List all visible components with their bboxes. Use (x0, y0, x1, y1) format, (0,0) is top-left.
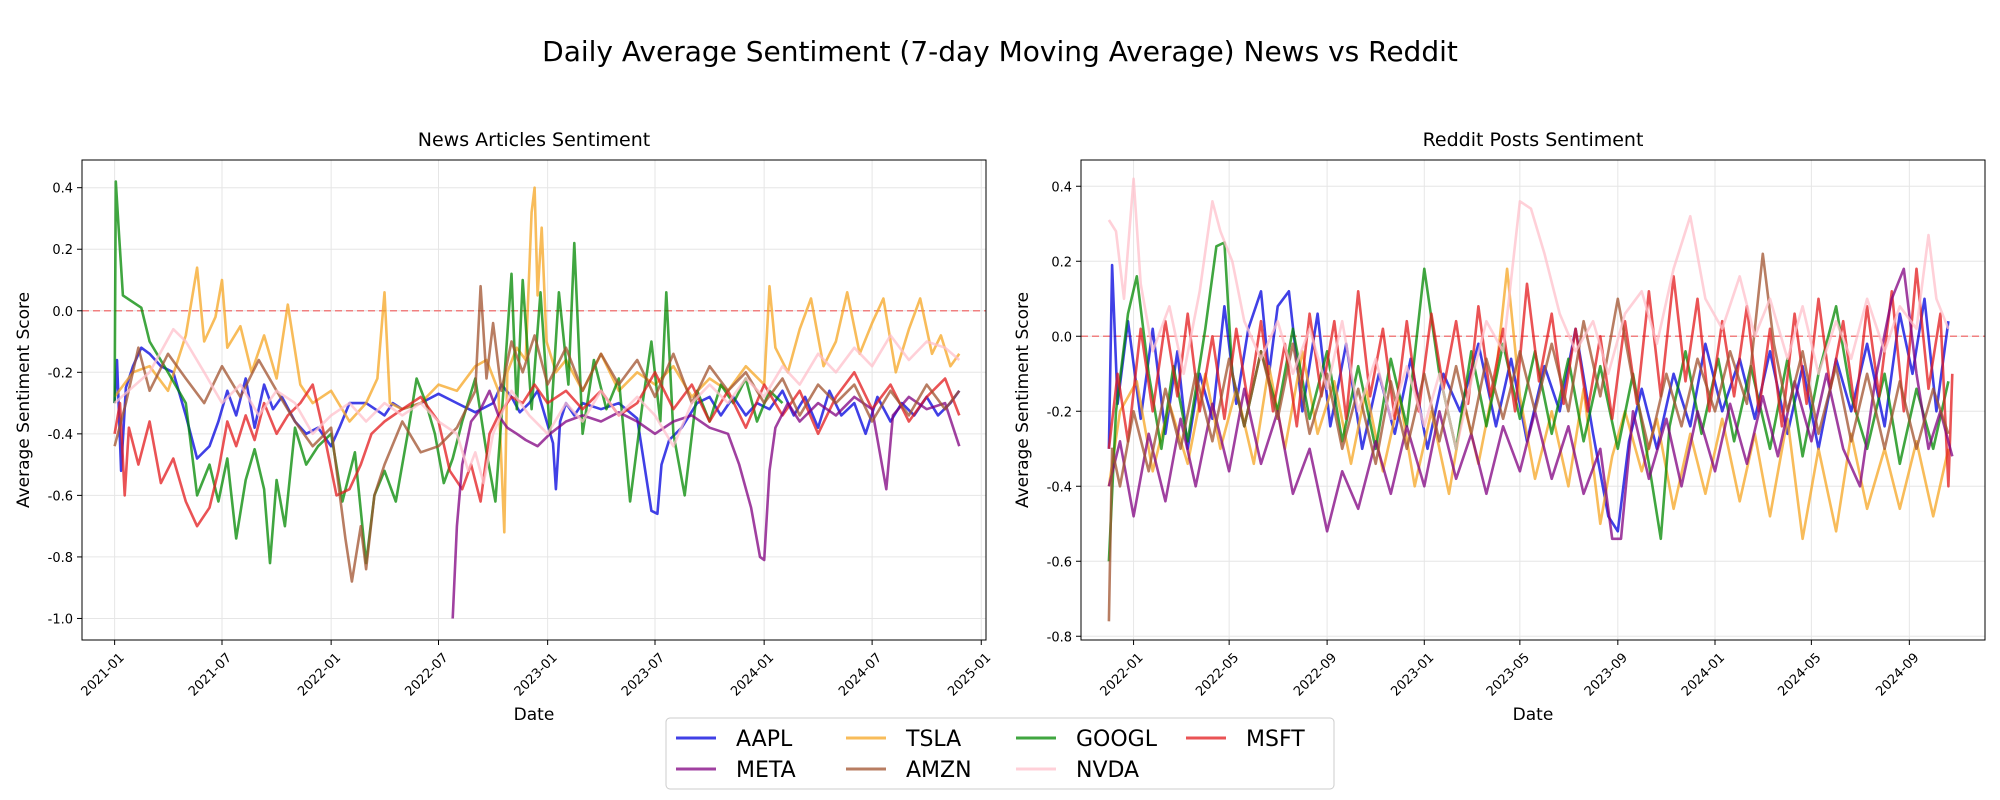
news-series-lines (113, 180, 961, 619)
reddit-series-amzn (1107, 252, 1950, 622)
news-y-tick-label: -0.8 (48, 551, 73, 566)
legend-box (665, 717, 1335, 790)
reddit-series-meta (1107, 267, 1954, 541)
reddit-y-ticks: -0.8 -0.6 -0.4 -0.2 0.0 0.2 0.4 (1047, 180, 1081, 645)
reddit-y-tick-label: -0.4 (1047, 480, 1072, 495)
legend-label-googl: GOOGL (1076, 727, 1158, 752)
news-y-tick-label: -0.2 (48, 366, 73, 381)
reddit-x-axis-label: Date (1513, 705, 1554, 725)
reddit-y-tick-label: 0.4 (1051, 180, 1072, 195)
legend-label-msft: MSFT (1246, 727, 1305, 752)
news-y-tick-label: 0.2 (52, 243, 73, 258)
reddit-y-tick-label: -0.2 (1047, 405, 1072, 420)
reddit-y-tick-label: -0.6 (1047, 555, 1072, 570)
news-x-axis-label: Date (514, 705, 555, 725)
news-series-amzn (113, 284, 961, 583)
reddit-panel-title: Reddit Posts Sentiment (1423, 129, 1644, 151)
legend-label-nvda: NVDA (1076, 758, 1139, 783)
reddit-series-nvda (1107, 177, 1950, 451)
news-y-tick-label: -1.0 (48, 612, 73, 627)
news-y-tick-label: -0.4 (48, 428, 73, 443)
news-series-tsla (113, 186, 961, 534)
legend-label-aapl: AAPL (736, 727, 793, 752)
news-series-msft (113, 371, 961, 528)
legend-entries: AAPL TSLA GOOGL MSFT META AMZN NVDA (676, 727, 1305, 783)
reddit-y-tick-label: -0.8 (1047, 630, 1072, 645)
reddit-series-lines (1107, 177, 1954, 622)
news-series-nvda (113, 327, 961, 485)
news-panel-title: News Articles Sentiment (418, 129, 650, 151)
reddit-y-tick-label: 0.2 (1051, 255, 1072, 270)
figure-title: Daily Average Sentiment (7-day Moving Av… (542, 35, 1458, 68)
reddit-plot-frame (1080, 159, 1986, 641)
reddit-y-tick-label: 0.0 (1051, 330, 1072, 345)
legend-label-amzn: AMZN (906, 758, 972, 783)
news-y-ticks: -1.0 -0.8 -0.6 -0.4 -0.2 0.0 0.2 0.4 (48, 182, 82, 627)
news-y-tick-label: 0.0 (52, 305, 73, 320)
news-y-axis-label: Average Sentiment Score (14, 292, 34, 508)
legend-label-meta: META (736, 758, 796, 783)
news-y-tick-label: 0.4 (52, 182, 73, 197)
news-plot-frame (81, 159, 987, 641)
news-series-googl (113, 180, 784, 565)
reddit-y-axis-label: Average Sentiment Score (1013, 292, 1033, 508)
legend-label-tsla: TSLA (905, 727, 961, 752)
news-y-tick-label: -0.6 (48, 489, 73, 504)
legend: AAPL TSLA GOOGL MSFT META AMZN NVDA (665, 717, 1335, 790)
reddit-series-msft (1107, 267, 1954, 488)
